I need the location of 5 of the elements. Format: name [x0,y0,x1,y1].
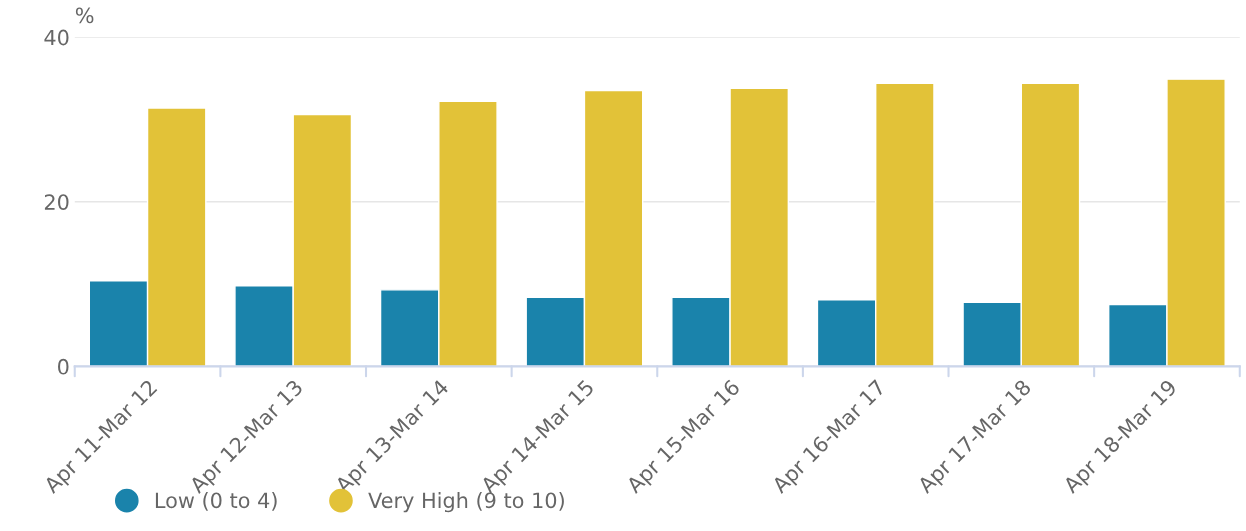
y-axis-title: % [75,7,94,24]
legend-label: Very High (9 to 10) [368,492,564,513]
y-tick-label: 20 [44,194,69,210]
y-tick-label: 0 [58,358,69,375]
y-tick-label: 40 [44,29,69,46]
